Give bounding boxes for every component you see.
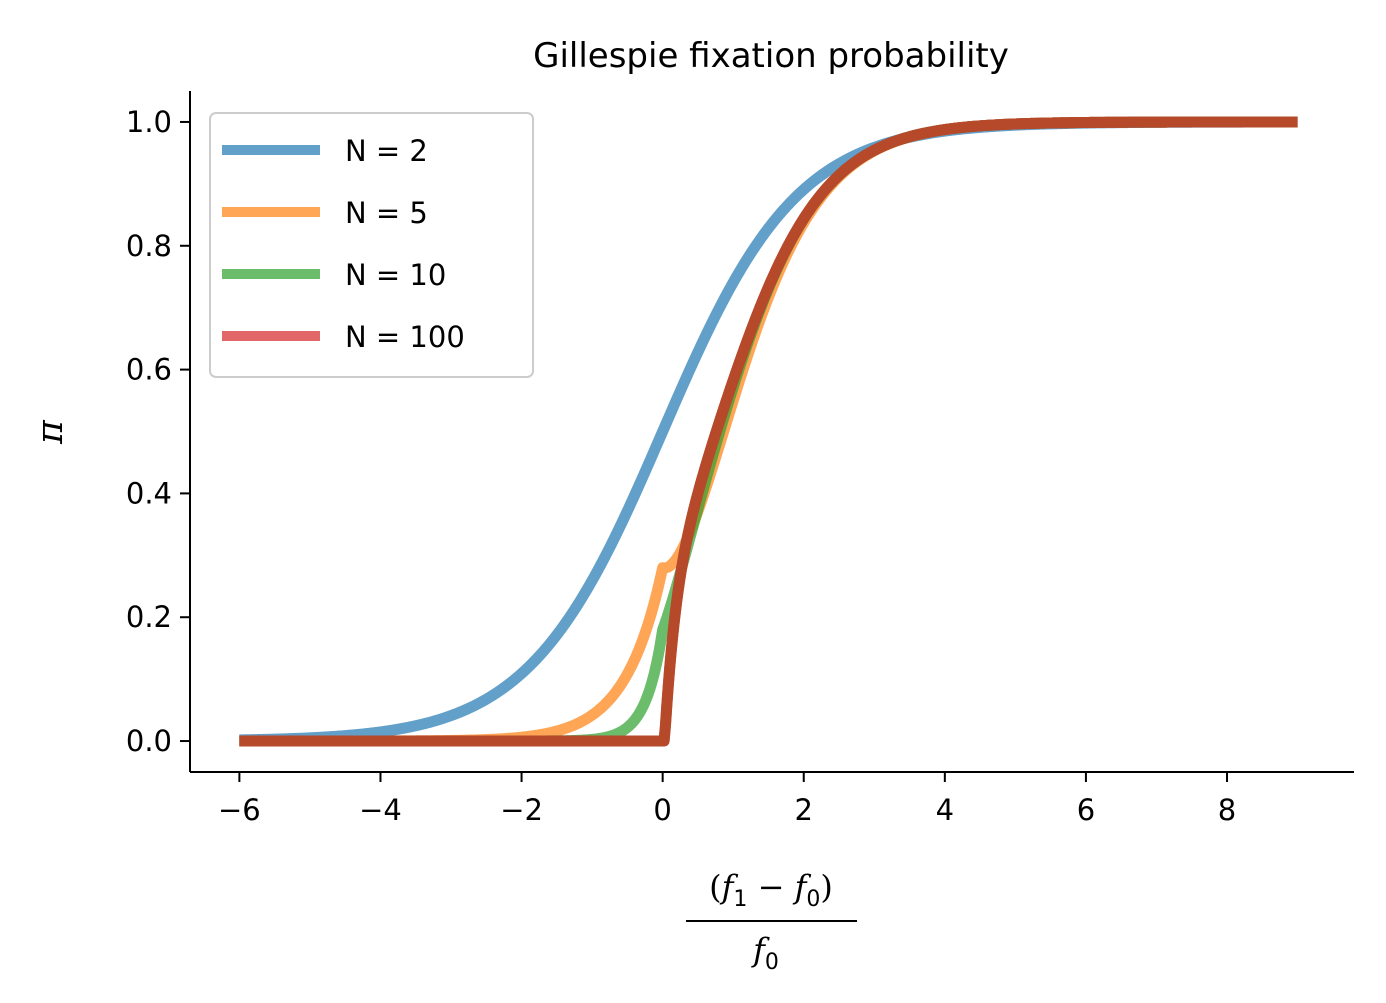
x-tick-label: 2 <box>795 793 813 827</box>
x-tick-label: −4 <box>359 793 402 827</box>
x-label-close-paren: ) <box>820 868 832 906</box>
legend-label-n2: N = 2 <box>345 134 428 168</box>
x-label-sub1: 1 <box>733 887 747 912</box>
legend: N = 2 N = 5 N = 10 N = 100 <box>209 112 534 378</box>
y-tick-label: 1.0 <box>126 105 172 139</box>
x-label-sub0: 0 <box>806 887 820 912</box>
y-axis-label: π <box>30 419 71 445</box>
legend-box <box>209 112 534 378</box>
x-label-denominator-sub: 0 <box>765 950 779 975</box>
y-tick-label: 0.6 <box>126 353 172 387</box>
svg-text:(f1 − f0): (f1 − f0) <box>709 868 833 912</box>
x-tick-label: 4 <box>936 793 954 827</box>
legend-label-n10: N = 10 <box>345 258 446 292</box>
x-tick-label: 8 <box>1218 793 1236 827</box>
x-ticks: −6 −4 −2 0 2 4 6 8 <box>218 772 1236 827</box>
chart-title: Gillespie fixation probability <box>533 36 1009 76</box>
x-tick-label: 6 <box>1077 793 1095 827</box>
x-label-open-paren: ( <box>709 868 721 906</box>
y-ticks: 0.0 0.2 0.4 0.6 0.8 1.0 <box>126 105 190 758</box>
x-label-minus: − <box>747 868 794 906</box>
y-tick-label: 0.4 <box>126 476 172 510</box>
y-tick-label: 0.0 <box>126 724 172 758</box>
legend-label-n100: N = 100 <box>345 320 465 354</box>
series-line-overlay <box>235 116 1302 747</box>
legend-label-n5: N = 5 <box>345 196 428 230</box>
x-axis-label: (f1 − f0) f0 <box>686 868 857 975</box>
x-tick-label: −6 <box>218 793 261 827</box>
x-tick-label: −2 <box>500 793 543 827</box>
x-tick-label: 0 <box>653 793 671 827</box>
y-tick-label: 0.2 <box>126 600 172 634</box>
svg-text:f0: f0 <box>751 931 779 975</box>
series-layer <box>235 116 1302 747</box>
y-tick-label: 0.8 <box>126 229 172 263</box>
